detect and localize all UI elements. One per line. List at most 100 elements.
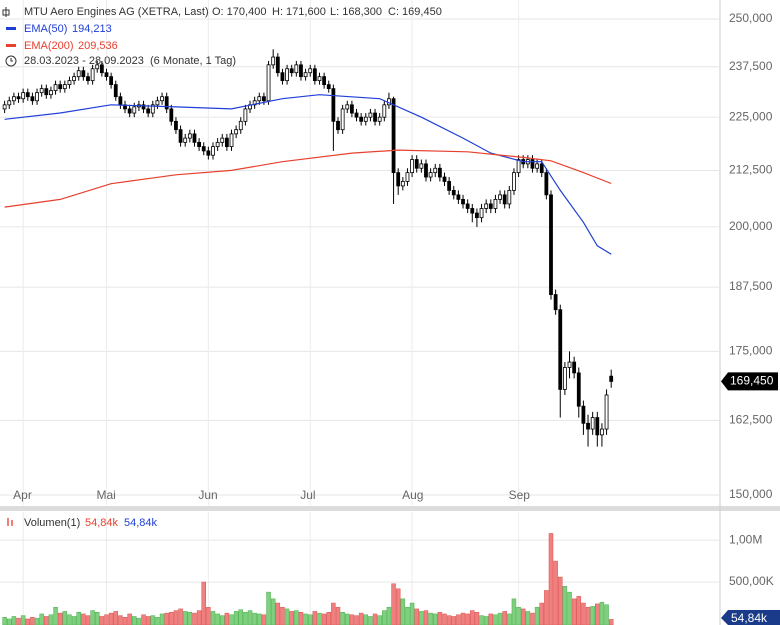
candle-body <box>336 120 340 131</box>
volume-bar <box>340 612 345 625</box>
volume-bar <box>349 614 355 625</box>
candle-body <box>437 167 442 178</box>
volume-bar <box>307 614 313 625</box>
candle-body <box>285 68 289 82</box>
volume-bar <box>530 612 535 625</box>
candle-body <box>424 163 428 178</box>
candle-body <box>493 198 498 209</box>
ohlc-high: H: 171,600 <box>272 6 326 18</box>
period: 28.03.2023 - 28.09.2023 <box>24 55 144 67</box>
volume-bar <box>585 606 591 625</box>
candle-body <box>595 417 600 436</box>
candle-body <box>396 172 401 187</box>
y-tick-label: 225,000 <box>729 109 773 123</box>
candle-body <box>507 189 512 205</box>
volume-bar <box>257 613 262 625</box>
volume-bar <box>298 612 304 625</box>
volume-bar <box>30 617 35 625</box>
chart-title: MTU Aero Engines AG (XETRA, Last) <box>24 6 209 18</box>
volume-bar <box>215 613 220 625</box>
volume-bar <box>608 619 614 625</box>
volume-bar <box>465 613 470 625</box>
volume-bar <box>294 610 299 625</box>
volume-bar <box>141 614 146 625</box>
candle-body <box>488 203 493 209</box>
volume-bar <box>67 614 72 625</box>
candle-body <box>11 96 16 102</box>
volume-icon <box>11 520 13 526</box>
candle-body <box>44 88 49 96</box>
volume-bar <box>539 602 544 625</box>
volume-bar <box>432 613 438 625</box>
volume-bar <box>395 588 401 625</box>
y-tick-label: 250,000 <box>729 11 773 25</box>
candle-body <box>178 129 183 143</box>
y-tick-label: 175,000 <box>729 344 773 358</box>
candle-body <box>530 159 535 169</box>
volume-bar <box>7 618 12 625</box>
candle-body <box>16 96 21 100</box>
candle-body <box>405 172 410 182</box>
volume-title: Volumen(1) <box>24 517 80 529</box>
volume-bar <box>358 612 364 625</box>
volume-bar <box>122 617 128 625</box>
candle-body <box>465 203 470 209</box>
candle-body <box>113 84 118 98</box>
volume-bar <box>280 606 285 625</box>
candle-body <box>132 106 137 114</box>
candle-body <box>368 112 373 118</box>
ema-line <box>4 149 612 208</box>
candle-body <box>502 194 507 205</box>
marks <box>0 0 720 625</box>
volume-bar <box>39 613 44 625</box>
volume-bar <box>391 583 396 625</box>
candle-body <box>160 96 164 102</box>
candle-body <box>169 108 174 122</box>
volume-bar <box>289 611 294 625</box>
volume-bar <box>446 615 452 625</box>
candle-body <box>354 112 359 118</box>
candle-body <box>590 417 595 430</box>
volume-bar <box>326 612 331 625</box>
volume-bar <box>488 613 494 625</box>
volume-bar <box>372 613 378 625</box>
volume-bar <box>382 610 387 625</box>
volume-bar <box>247 610 253 625</box>
volume-bar <box>118 615 123 625</box>
y-tick-label: 187,500 <box>729 279 773 293</box>
candle-body <box>187 133 192 139</box>
clock-hand <box>10 58 13 62</box>
candle-body <box>586 422 590 430</box>
volume-bar <box>516 606 521 625</box>
volume-bar <box>155 617 160 625</box>
volume-bar <box>243 612 248 625</box>
volume-bar <box>331 602 336 625</box>
candle-body <box>400 181 405 187</box>
volume-bar <box>335 606 341 625</box>
volume-bar <box>576 596 582 625</box>
candle-body <box>266 64 271 102</box>
candle-body <box>600 428 604 436</box>
candle-body <box>461 198 465 205</box>
volume-bar <box>368 616 373 625</box>
x-tick-label: Apr <box>13 488 32 502</box>
candle-body <box>604 394 609 430</box>
candle-body <box>201 146 206 152</box>
legend-label: EMA(50) <box>24 23 67 35</box>
volume-bar <box>224 612 230 625</box>
volume-bar <box>90 610 95 625</box>
candle-body <box>257 96 262 102</box>
candle-body <box>576 372 581 407</box>
candle-body <box>289 68 294 74</box>
last-volume-label: 54,84k <box>731 611 768 625</box>
candle-body <box>558 309 563 390</box>
candle-body <box>433 167 438 174</box>
volume-bar <box>520 608 526 625</box>
candle-body <box>238 120 243 131</box>
volume-bar <box>497 612 503 625</box>
volume-bar <box>201 581 206 625</box>
candle-body <box>419 163 424 169</box>
candle-body <box>345 104 350 110</box>
candle-body <box>410 159 414 174</box>
volume-bar <box>44 616 49 625</box>
